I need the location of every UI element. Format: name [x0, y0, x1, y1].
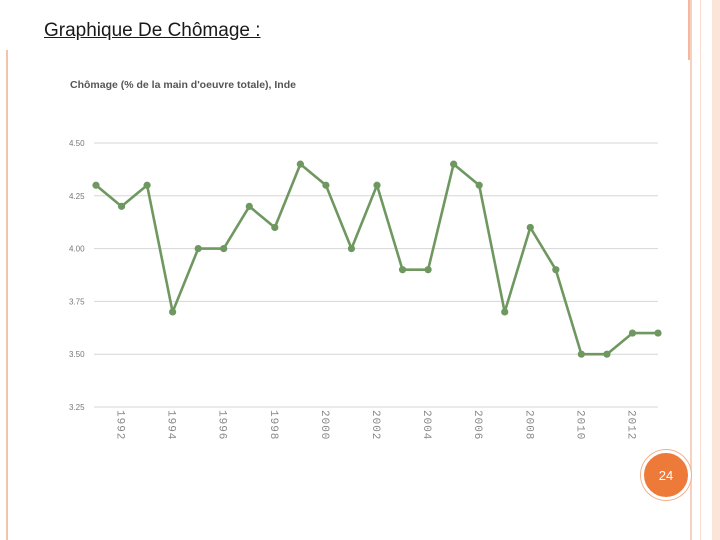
data-point	[552, 266, 560, 274]
data-point	[245, 202, 253, 210]
series-line	[95, 162, 658, 356]
data-point	[628, 329, 637, 337]
right-border-line	[690, 0, 692, 540]
data-point	[296, 160, 304, 168]
grid-lines	[94, 142, 658, 408]
data-point	[143, 181, 151, 189]
data-point	[450, 160, 458, 168]
x-tick-label: 2010	[573, 410, 585, 440]
data-point	[220, 245, 228, 253]
data-point	[271, 223, 279, 232]
x-tick-label: 2012	[624, 410, 636, 440]
x-tick-label: 2008	[522, 410, 534, 440]
slide-title: Graphique De Chômage :	[44, 20, 261, 41]
data-point	[424, 266, 432, 274]
right-border-line	[688, 0, 690, 60]
y-tick-label: 3.75	[69, 297, 85, 306]
x-tick-label: 2004	[420, 410, 432, 440]
y-tick-label: 4.00	[69, 245, 85, 254]
x-tick-label: 2002	[369, 410, 381, 440]
data-point	[92, 181, 100, 189]
x-tick-label: 2006	[471, 410, 483, 440]
data-point	[654, 329, 662, 337]
x-tick-label: 1992	[114, 410, 126, 440]
chart-title: Chômage (% de la main d'oeuvre totale), …	[70, 79, 296, 91]
right-border-line	[700, 0, 701, 540]
data-point	[322, 181, 330, 189]
x-tick-label: 2000	[318, 410, 330, 440]
data-point	[526, 223, 534, 232]
x-tick-label: 1996	[216, 410, 228, 440]
y-tick-label: 4.50	[69, 139, 85, 148]
page-number: 24	[658, 467, 674, 483]
line-chart: Chômage (% de la main d'oeuvre totale), …	[69, 79, 662, 440]
data-point	[373, 181, 381, 189]
x-axis-ticks: 1992 1994 1996 1998 2000 2002 2004 2006 2008 2010…	[114, 410, 637, 440]
x-tick-label: 1998	[267, 410, 279, 440]
data-point	[194, 245, 202, 253]
y-axis-ticks: 4.50 4.25 4.00 3.75 3.50 3.25	[69, 139, 85, 412]
data-point	[347, 245, 356, 253]
page-number-badge: 24	[641, 450, 691, 500]
y-tick-label: 4.25	[69, 192, 85, 201]
data-point	[577, 350, 585, 358]
data-point	[475, 181, 483, 189]
series-points	[92, 160, 662, 358]
data-point	[117, 202, 126, 210]
data-point	[501, 308, 509, 316]
chart-container: Chômage (% de la main d'oeuvre totale), …	[58, 66, 668, 466]
right-border-band	[712, 0, 720, 540]
data-point	[398, 266, 407, 274]
data-point	[603, 350, 611, 358]
x-tick-label: 1994	[165, 410, 177, 440]
y-tick-label: 3.50	[69, 350, 85, 359]
data-point	[169, 308, 177, 316]
y-tick-label: 3.25	[69, 403, 85, 412]
left-border	[6, 50, 8, 540]
